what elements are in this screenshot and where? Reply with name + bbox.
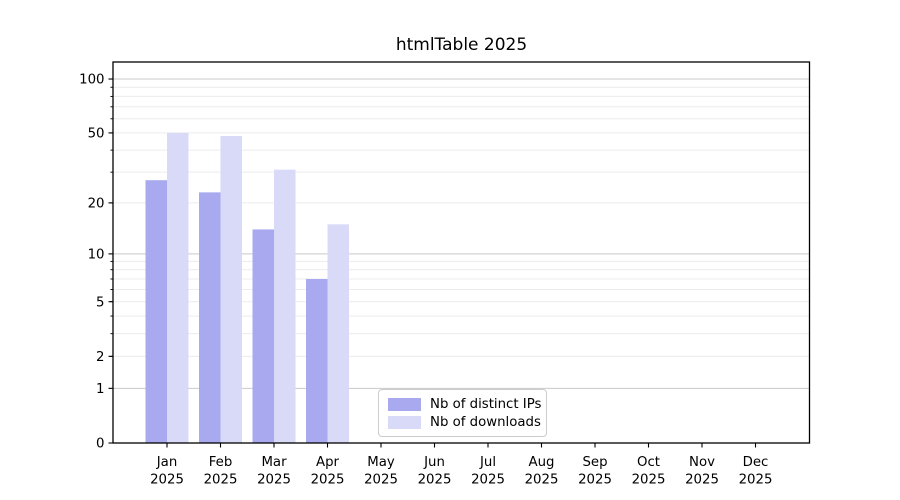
bar-feb-nb-of-distinct-ips xyxy=(199,192,221,443)
bar-jan-nb-of-distinct-ips xyxy=(145,180,167,443)
x-tick-label-feb: Feb xyxy=(209,455,233,470)
x-tick-label-jun: Jun xyxy=(423,455,445,470)
x-tick-label-jan: Jan xyxy=(156,455,178,470)
x-tick-label-dec: Dec xyxy=(743,455,769,470)
x-tick-label-aug: Aug xyxy=(529,455,555,470)
legend-label-downloads: Nb of downloads xyxy=(430,414,541,430)
legend-item-distinct-ips: Nb of distinct IPs xyxy=(388,396,546,412)
legend-item-downloads: Nb of downloads xyxy=(388,414,546,430)
legend-swatch-downloads-icon xyxy=(388,415,421,429)
plot-border xyxy=(112,61,811,444)
x-tick-label-may: May xyxy=(367,455,395,470)
x-tick-label-apr: Apr xyxy=(316,455,340,470)
x-tick-year-jan: 2025 xyxy=(150,473,184,488)
legend-swatch-distinct-ips-icon xyxy=(388,397,421,411)
x-tick-year-sep: 2025 xyxy=(578,473,612,488)
x-tick-year-apr: 2025 xyxy=(311,473,345,488)
legend-label-distinct-ips: Nb of distinct IPs xyxy=(430,396,542,412)
y-tick-label-20: 20 xyxy=(88,196,105,211)
x-tick-label-nov: Nov xyxy=(689,455,715,470)
bar-apr-nb-of-downloads xyxy=(327,224,349,443)
x-tick-year-may: 2025 xyxy=(364,473,398,488)
x-tick-label-oct: Oct xyxy=(637,455,660,470)
x-tick-year-feb: 2025 xyxy=(204,473,238,488)
y-tick-label-0: 0 xyxy=(96,437,104,452)
y-tick-label-2: 2 xyxy=(96,350,104,365)
x-tick-label-sep: Sep xyxy=(582,455,607,470)
bar-feb-nb-of-downloads xyxy=(220,136,242,443)
bar-mar-nb-of-downloads xyxy=(274,169,296,443)
y-tick-label-10: 10 xyxy=(88,247,105,262)
x-tick-label-mar: Mar xyxy=(261,455,287,470)
chart-title: htmlTable 2025 xyxy=(395,35,528,55)
y-tick-label-1: 1 xyxy=(96,382,104,397)
x-tick-year-aug: 2025 xyxy=(525,473,559,488)
y-tick-label-100: 100 xyxy=(79,73,104,88)
x-tick-year-jul: 2025 xyxy=(471,473,505,488)
x-tick-year-jun: 2025 xyxy=(418,473,452,488)
bar-mar-nb-of-distinct-ips xyxy=(252,229,274,443)
x-tick-year-dec: 2025 xyxy=(739,473,773,488)
bar-jan-nb-of-downloads xyxy=(167,132,189,443)
y-tick-label-5: 5 xyxy=(96,295,104,310)
y-tick-label-50: 50 xyxy=(88,127,105,142)
legend-box: Nb of distinct IPs Nb of downloads xyxy=(378,389,547,437)
x-tick-label-jul: Jul xyxy=(479,455,496,470)
x-tick-year-nov: 2025 xyxy=(685,473,719,488)
x-tick-year-mar: 2025 xyxy=(257,473,291,488)
bar-apr-nb-of-distinct-ips xyxy=(306,278,328,443)
x-tick-year-oct: 2025 xyxy=(632,473,666,488)
